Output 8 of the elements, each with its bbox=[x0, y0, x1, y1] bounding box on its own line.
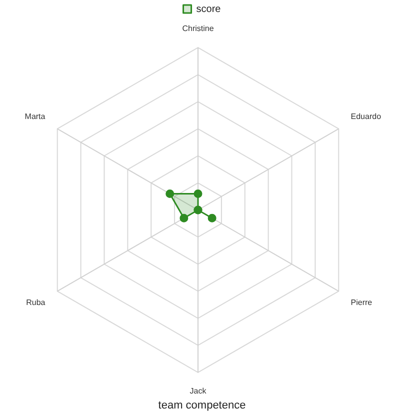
spoke-label: Eduardo bbox=[350, 112, 382, 122]
spoke-label: Jack bbox=[190, 386, 208, 396]
legend-label: score bbox=[196, 4, 222, 15]
spoke-label: Ruba bbox=[26, 298, 46, 308]
spoke-label: Pierre bbox=[350, 298, 373, 308]
text: team competence bbox=[158, 399, 246, 412]
spoke-label: Marta bbox=[24, 112, 46, 122]
spoke-label: Christine bbox=[182, 24, 214, 34]
